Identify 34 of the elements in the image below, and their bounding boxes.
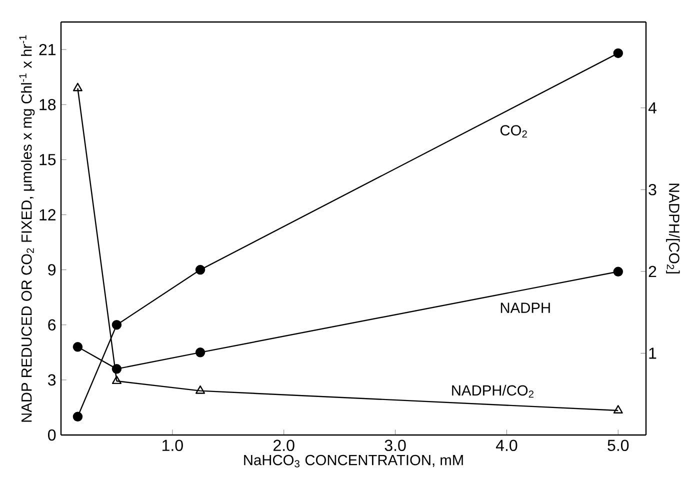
x-tick-label: 3.0 [384,440,406,452]
x-tick-label: 1.0 [162,440,183,452]
y-axis-title: NADP REDUCED OR CO$_{2}$ FIXED, μmoles x mg Chl$^{-1}$ x hr$^{-1}$ [19,35,35,422]
y-tick-label: 3 [48,374,56,386]
point [72,82,82,92]
point [112,320,122,330]
y2-tick-label: 3 [648,184,656,196]
y-tick-label: 9 [48,264,56,276]
point [613,405,623,414]
series-label: NADPH [500,302,550,313]
y-tick-label: 6 [48,319,56,331]
point [613,266,624,277]
y2-tick-label: 1 [649,348,656,359]
point [195,264,206,275]
y-tick-label: 21 [39,44,56,56]
y-tick-label: 12 [40,209,56,220]
y-tick-label: 15 [40,154,56,166]
point [72,342,83,352]
y-tick-label: 0 [48,429,56,441]
y-tick-label: 18 [40,98,56,110]
point [112,376,122,384]
point [195,348,206,358]
point [196,385,206,394]
x-axis-title: NaHCO$_{3}$ CONCENTRATION, mM [244,454,463,468]
x-tick-label: 2.0 [274,440,294,452]
y2-axis-title: NADPH/[CO$_{2}$] [666,184,680,274]
point [613,48,624,58]
x-tick-label: 5.0 [608,440,629,452]
series-label: NADPH/CO$_{2}$ [452,384,534,398]
y2-tick-label: 4 [648,102,656,114]
y2-tick-label: 2 [648,266,656,278]
point [72,412,83,422]
x-tick-label: 4.0 [496,440,518,452]
series-label: CO$_{2}$ [500,125,527,138]
